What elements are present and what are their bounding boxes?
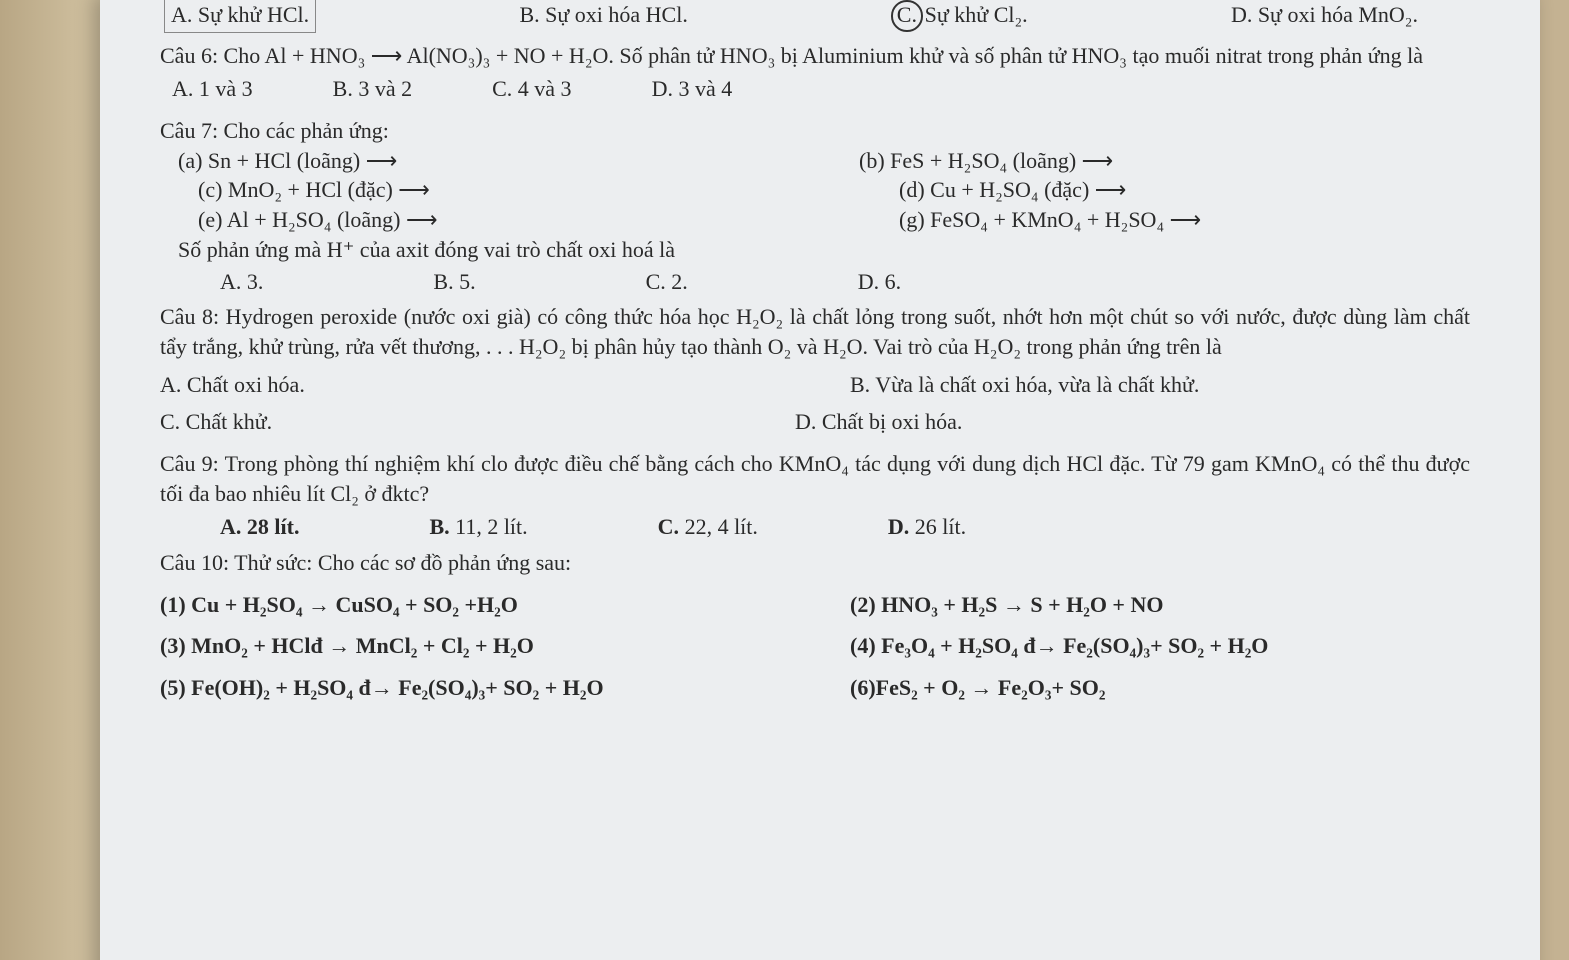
q8-option-b: B. Vừa là chất oxi hóa, vừa là chất khử. xyxy=(850,370,1470,400)
q7-reactions-row2: (c) MnO₂ + HCl (đặc) ⟶ (d) Cu + H₂SO₄ (đ… xyxy=(160,175,1470,205)
q6-option-b: B. 3 và 2 xyxy=(333,74,412,104)
q6-text: Câu 6: Cho Al + HNO₃ ⟶ Al(NO₃)₃ + NO + H… xyxy=(160,41,1470,71)
q7-reaction-e: (e) Al + H₂SO₄ (loãng) ⟶ xyxy=(198,205,769,235)
q5-options-row: A. Sự khử HCl. B. Sự oxi hóa HCl. C.Sự k… xyxy=(160,0,1470,33)
q10-row2: (3) MnO₂ + HClđ → MnCl₂ + Cl₂ + H₂O (4) … xyxy=(160,631,1470,661)
q9-option-d: D. 26 lít. xyxy=(888,512,966,542)
q10-reaction-6: (6)FeS₂ + O₂ → Fe₂O₃+ SO₂ xyxy=(850,673,1470,703)
q9-option-b: B. 11, 2 lít. xyxy=(429,512,527,542)
q10-reaction-3: (3) MnO₂ + HClđ → MnCl₂ + Cl₂ + H₂O xyxy=(160,631,780,661)
q7-tail: Số phản ứng mà H⁺ của axit đóng vai trò … xyxy=(160,235,1470,265)
q10-row3: (5) Fe(OH)₂ + H₂SO₄ đ→ Fe₂(SO₄)₃+ SO₂ + … xyxy=(160,673,1470,703)
viewport: A. Sự khử HCl. B. Sự oxi hóa HCl. C.Sự k… xyxy=(0,0,1569,960)
q9: Câu 9: Trong phòng thí nghiệm khí clo đư… xyxy=(160,449,1470,542)
q7-reactions-row1: (a) Sn + HCl (loãng) ⟶ (b) FeS + H₂SO₄ (… xyxy=(160,146,1470,176)
q9-option-a: A. 28 lít. xyxy=(220,512,299,542)
q7-option-d: D. 6. xyxy=(858,267,901,297)
q8: Câu 8: Hydrogen peroxide (nước oxi già) … xyxy=(160,302,1470,437)
q7-option-b: B. 5. xyxy=(433,267,475,297)
q7-option-c: C. 2. xyxy=(646,267,688,297)
q6-option-d: D. 3 và 4 xyxy=(652,74,733,104)
q5-option-b: B. Sự oxi hóa HCl. xyxy=(519,0,687,30)
q8-option-a: A. Chất oxi hóa. xyxy=(160,370,780,400)
q5-option-c-circle: C. xyxy=(891,0,923,32)
q10-reaction-1: (1) Cu + H₂SO₄ → CuSO₄ + SO₂ +H₂O xyxy=(160,590,780,620)
q5-option-c: C.Sự khử Cl₂. xyxy=(891,0,1028,32)
q7-reaction-d: (d) Cu + H₂SO₄ (đặc) ⟶ xyxy=(839,175,1470,205)
q6-choices: A. 1 và 3 B. 3 và 2 C. 4 và 3 D. 3 và 4 xyxy=(160,74,1470,104)
q7-reaction-a: (a) Sn + HCl (loãng) ⟶ xyxy=(178,146,789,176)
q6-option-c: C. 4 và 3 xyxy=(492,74,571,104)
q8-choices-row1: A. Chất oxi hóa. B. Vừa là chất oxi hóa,… xyxy=(160,370,1470,400)
q8-option-d: D. Chất bị oxi hóa. xyxy=(795,407,1470,437)
q10: Câu 10: Thử sức: Cho các sơ đồ phản ứng … xyxy=(160,548,1470,703)
q10-reaction-5: (5) Fe(OH)₂ + H₂SO₄ đ→ Fe₂(SO₄)₃+ SO₂ + … xyxy=(160,673,780,703)
q7-reactions-row3: (e) Al + H₂SO₄ (loãng) ⟶ (g) FeSO₄ + KMn… xyxy=(160,205,1470,235)
q5-option-c-text: Sự khử Cl₂. xyxy=(925,2,1028,27)
q7-lead: Câu 7: Cho các phản ứng: xyxy=(160,116,1470,146)
q10-reaction-2: (2) HNO₃ + H₂S → S + H₂O + NO xyxy=(850,590,1470,620)
q7-choices: A. 3. B. 5. C. 2. D. 6. xyxy=(160,267,1470,297)
q6: Câu 6: Cho Al + HNO₃ ⟶ Al(NO₃)₃ + NO + H… xyxy=(160,41,1470,104)
q5-option-d: D. Sự oxi hóa MnO₂. xyxy=(1231,0,1418,30)
q7-reaction-c: (c) MnO₂ + HCl (đặc) ⟶ xyxy=(198,175,769,205)
q9-option-c: C. 22, 4 lít. xyxy=(658,512,758,542)
exam-page: A. Sự khử HCl. B. Sự oxi hóa HCl. C.Sự k… xyxy=(100,0,1540,960)
q7-reaction-g: (g) FeSO₄ + KMnO₄ + H₂SO₄ ⟶ xyxy=(839,205,1470,235)
q8-choices-row2: C. Chất khử. D. Chất bị oxi hóa. xyxy=(160,407,1470,437)
q6-option-a: A. 1 và 3 xyxy=(172,74,253,104)
q10-reaction-4: (4) Fe₃O₄ + H₂SO₄ đ→ Fe₂(SO₄)₃+ SO₂ + H₂… xyxy=(850,631,1470,661)
q10-lead: Câu 10: Thử sức: Cho các sơ đồ phản ứng … xyxy=(160,548,1470,578)
q8-text: Câu 8: Hydrogen peroxide (nước oxi già) … xyxy=(160,302,1470,361)
q8-option-c: C. Chất khử. xyxy=(160,407,835,437)
q9-text: Câu 9: Trong phòng thí nghiệm khí clo đư… xyxy=(160,449,1470,508)
q10-row1: (1) Cu + H₂SO₄ → CuSO₄ + SO₂ +H₂O (2) HN… xyxy=(160,590,1470,620)
q5-option-a: A. Sự khử HCl. xyxy=(164,0,316,33)
q7-reaction-b: (b) FeS + H₂SO₄ (loãng) ⟶ xyxy=(859,146,1470,176)
q7: Câu 7: Cho các phản ứng: (a) Sn + HCl (l… xyxy=(160,116,1470,296)
q9-choices: A. 28 lít. B. 11, 2 lít. C. 22, 4 lít. D… xyxy=(160,512,1470,542)
q7-option-a: A. 3. xyxy=(220,267,263,297)
